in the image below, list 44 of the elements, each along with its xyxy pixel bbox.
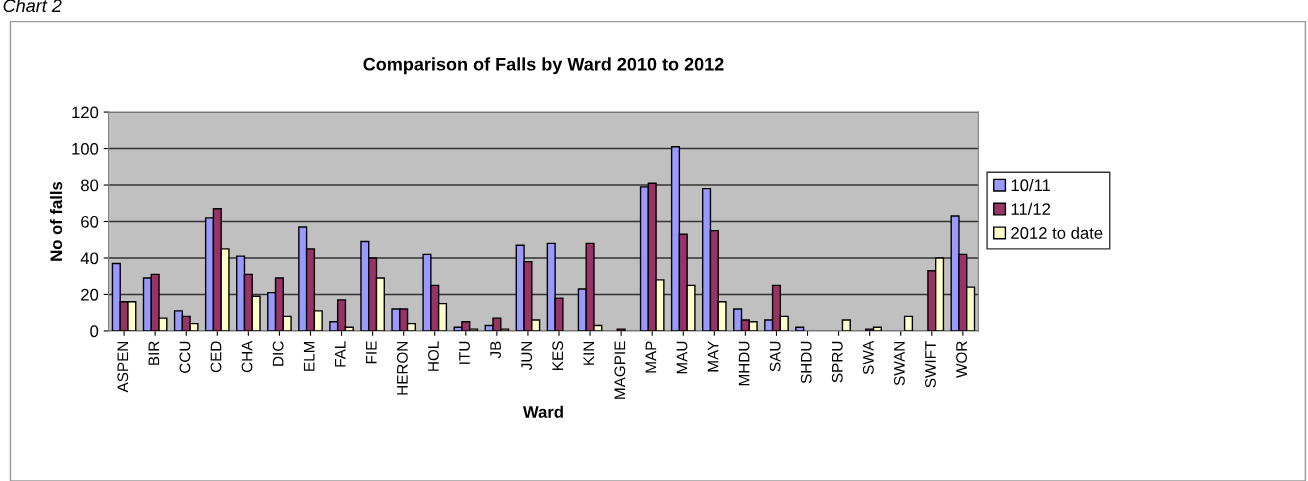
- x-tick-label: SWAN: [894, 341, 905, 386]
- x-tick-label: KES: [552, 341, 564, 370]
- x-tick-label: CED: [210, 341, 222, 373]
- x-axis-title: Ward: [522, 405, 563, 418]
- y-tick-label: 120: [72, 106, 99, 119]
- y-tick-label: 80: [81, 179, 99, 192]
- x-tick-label: BIR: [148, 341, 160, 365]
- bar: [903, 315, 914, 331]
- x-tick-label: KIN: [583, 341, 595, 365]
- y-tick-label: 40: [80, 252, 99, 265]
- x-tick-label: ELM: [303, 341, 315, 371]
- x-tick-label: MAGPIE: [614, 341, 626, 399]
- x-tick-label: MAP: [645, 341, 657, 373]
- x-tick-label: SPRU: [831, 341, 843, 383]
- x-tick-label: ITU: [459, 341, 470, 364]
- x-tick-label: FAL: [334, 341, 346, 367]
- x-tick-label: SWA: [862, 340, 874, 375]
- x-tick-label: SHDU: [800, 341, 812, 384]
- x-tick-label: WOR: [956, 341, 967, 378]
- y-tick-label: 60: [81, 215, 99, 228]
- y-tick-label: 20: [81, 288, 99, 301]
- x-tick-label: JB: [490, 341, 501, 359]
- x-tick-label: MAU: [676, 341, 688, 374]
- y-axis-title: No of falls: [49, 181, 63, 261]
- legend-label: 2012 to date: [1011, 226, 1103, 239]
- x-tick-label: HOL: [428, 341, 439, 371]
- chart-title: Comparison of Falls by Ward 2010 to 2012: [363, 57, 724, 75]
- y-tick-label: 100: [72, 142, 99, 155]
- x-tick-label: MHDU: [738, 341, 750, 386]
- legend-label: 10/11: [1011, 178, 1051, 192]
- x-tick-label: SAU: [769, 341, 781, 372]
- x-tick-label: HERON: [396, 341, 408, 395]
- bar: [841, 319, 851, 331]
- x-tick-label: CHA: [241, 340, 253, 373]
- x-tick-label: MAY: [707, 340, 719, 372]
- x-tick-label: JUN: [521, 341, 533, 371]
- x-tick-label: DIC: [272, 341, 284, 366]
- x-tick-label: SWIFT: [925, 341, 936, 388]
- y-tick-label: 0: [90, 325, 99, 338]
- x-tick-label: FIE: [366, 341, 377, 364]
- bar: [795, 326, 805, 331]
- x-tick-label: CCU: [179, 341, 191, 373]
- x-tick-label: ASPEN: [117, 341, 129, 393]
- legend-label: 11/12: [1011, 202, 1051, 216]
